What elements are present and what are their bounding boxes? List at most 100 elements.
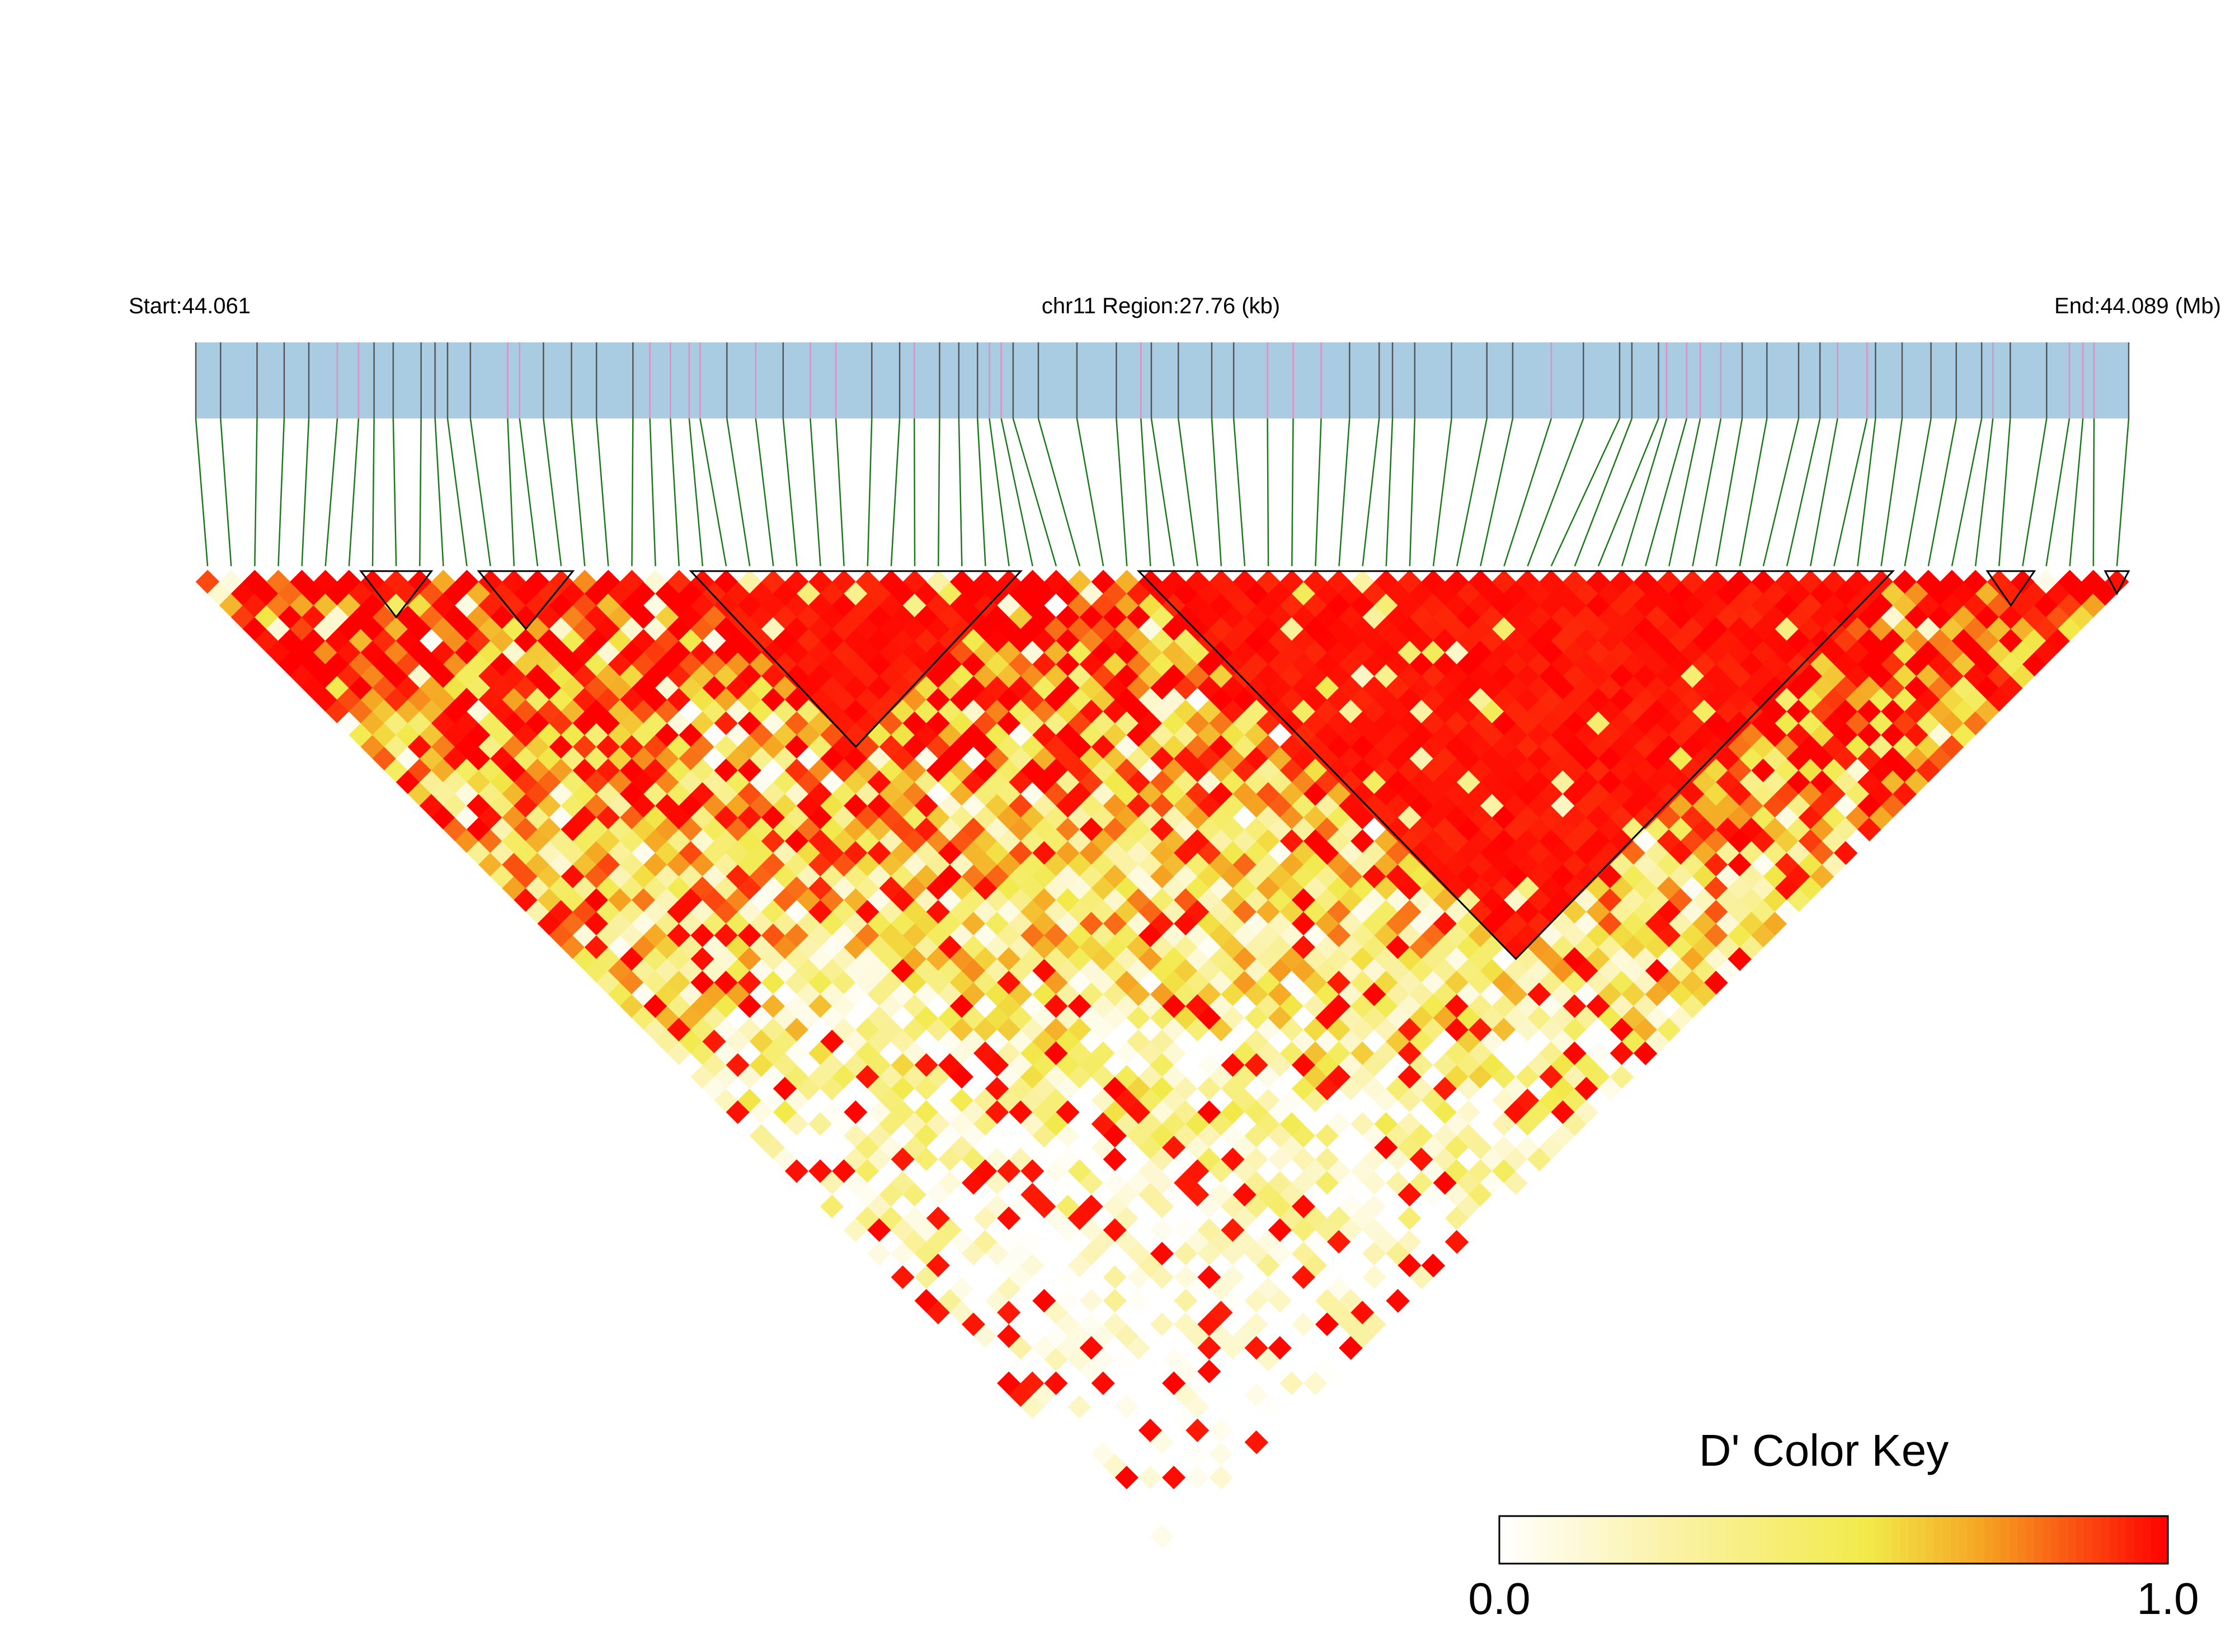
snp-connector-lines (195, 418, 2130, 567)
snp-connector (782, 418, 798, 567)
color-key-swatch (1950, 1516, 1960, 1564)
snp-connector (699, 418, 727, 567)
color-key-swatch (1933, 1516, 1943, 1564)
color-key-swatch (1959, 1516, 1968, 1564)
color-key-swatch (1516, 1516, 1525, 1564)
color-key-swatch (1591, 1516, 1601, 1564)
snp-connector (1150, 418, 1175, 567)
snp-connector (1621, 418, 1668, 567)
color-key-swatch (1674, 1516, 1684, 1564)
snp-connector (220, 418, 232, 567)
snp-connector (2092, 418, 2095, 567)
snp-position-track (196, 342, 2129, 418)
color-key-min-label: 0.0 (1468, 1574, 1530, 1623)
color-key-swatch (1942, 1516, 1951, 1564)
snp-connector (1715, 418, 1743, 567)
snp-connector (649, 418, 656, 567)
color-key-swatch (2118, 1516, 2127, 1564)
color-key-swatch (1574, 1516, 1584, 1564)
snp-connector (2069, 418, 2084, 567)
snp-connector (1739, 418, 1768, 567)
color-key-swatch (2050, 1516, 2060, 1564)
color-key-swatch (1658, 1516, 1667, 1564)
color-key-swatch (2059, 1516, 2068, 1564)
snp-connector (867, 418, 873, 567)
snp-connector (1503, 418, 1552, 567)
snp-connector (1000, 418, 1033, 567)
snp-connector (1904, 418, 1932, 567)
snp-connector (1177, 418, 1198, 567)
color-key-swatch (2101, 1516, 2110, 1564)
color-key-swatch (1975, 1516, 1985, 1564)
color-key-swatch (1800, 1516, 1809, 1564)
color-key-swatch (1858, 1516, 1868, 1564)
region-end-label: End:44.089 (Mb) (2054, 294, 2221, 318)
region-title: chr11 Region:27.76 (kb) (1042, 294, 1280, 318)
color-key-title: D' Color Key (1699, 1425, 1949, 1475)
snp-connector (1211, 418, 1222, 567)
color-key-swatch (1691, 1516, 1701, 1564)
color-key-swatch (2042, 1516, 2052, 1564)
snp-connector (1140, 418, 1151, 567)
color-key-swatch (1791, 1516, 1801, 1564)
snp-connector (2045, 418, 2071, 567)
snp-connector (254, 418, 258, 567)
snp-connector (1574, 418, 1633, 567)
color-key-swatch (2067, 1516, 2077, 1564)
snp-connector (1668, 418, 1701, 567)
color-key-swatch (1808, 1516, 1818, 1564)
color-key-swatch (1633, 1516, 1642, 1564)
color-key-swatch (1984, 1516, 1993, 1564)
color-key-swatch (1967, 1516, 1977, 1564)
color-key-swatch (1583, 1516, 1592, 1564)
color-key-max-label: 1.0 (2137, 1574, 2199, 1623)
color-key-swatch (2143, 1516, 2152, 1564)
color-key-swatch (1666, 1516, 1676, 1564)
color-key-gradient (1499, 1516, 2168, 1564)
snp-connector (1927, 418, 1957, 567)
color-key-swatch (1532, 1516, 1542, 1564)
snp-connector (1762, 418, 1800, 567)
snp-connector (890, 418, 901, 567)
color-key-swatch (2026, 1516, 2035, 1564)
color-key-swatch (1566, 1516, 1575, 1564)
color-key-swatch (2034, 1516, 2043, 1564)
snp-connector (937, 418, 940, 567)
snp-position-ticks (195, 342, 2130, 418)
color-key-swatch (1599, 1516, 1608, 1564)
snp-connector (1550, 418, 1621, 567)
snp-connector (543, 418, 562, 567)
snp-connector (571, 418, 586, 567)
color-key-swatch (2109, 1516, 2119, 1564)
snp-connector (1037, 418, 1081, 567)
color-key-swatch (2092, 1516, 2102, 1564)
snp-connector (1291, 418, 1294, 567)
color-key-swatch (1842, 1516, 1851, 1564)
color-key-swatch (2009, 1516, 2018, 1564)
snp-connector (301, 418, 310, 567)
snp-connector (958, 418, 963, 567)
color-key-swatch (1817, 1516, 1826, 1564)
color-key-swatch (1700, 1516, 1709, 1564)
color-key-swatch (1992, 1516, 2002, 1564)
snp-connector (595, 418, 609, 567)
snp-connector (755, 418, 774, 567)
snp-connector (1833, 418, 1868, 567)
snp-connector (1362, 418, 1380, 567)
color-key-swatch (1833, 1516, 1843, 1564)
snp-connector (976, 418, 986, 567)
color-key-swatch (1641, 1516, 1650, 1564)
snp-connector (1267, 418, 1269, 567)
color-key-swatch (1892, 1516, 1901, 1564)
snp-connector (1338, 418, 1351, 567)
color-key-swatch (1825, 1516, 1834, 1564)
color-key-swatch (1558, 1516, 1567, 1564)
snp-connector (2116, 418, 2130, 567)
snp-connector (1315, 418, 1322, 567)
color-key-swatch (1875, 1516, 1884, 1564)
color-key-swatch (1608, 1516, 1617, 1564)
color-key-swatch (1850, 1516, 1860, 1564)
color-key-swatch (1900, 1516, 1909, 1564)
snp-connector (1456, 418, 1488, 567)
